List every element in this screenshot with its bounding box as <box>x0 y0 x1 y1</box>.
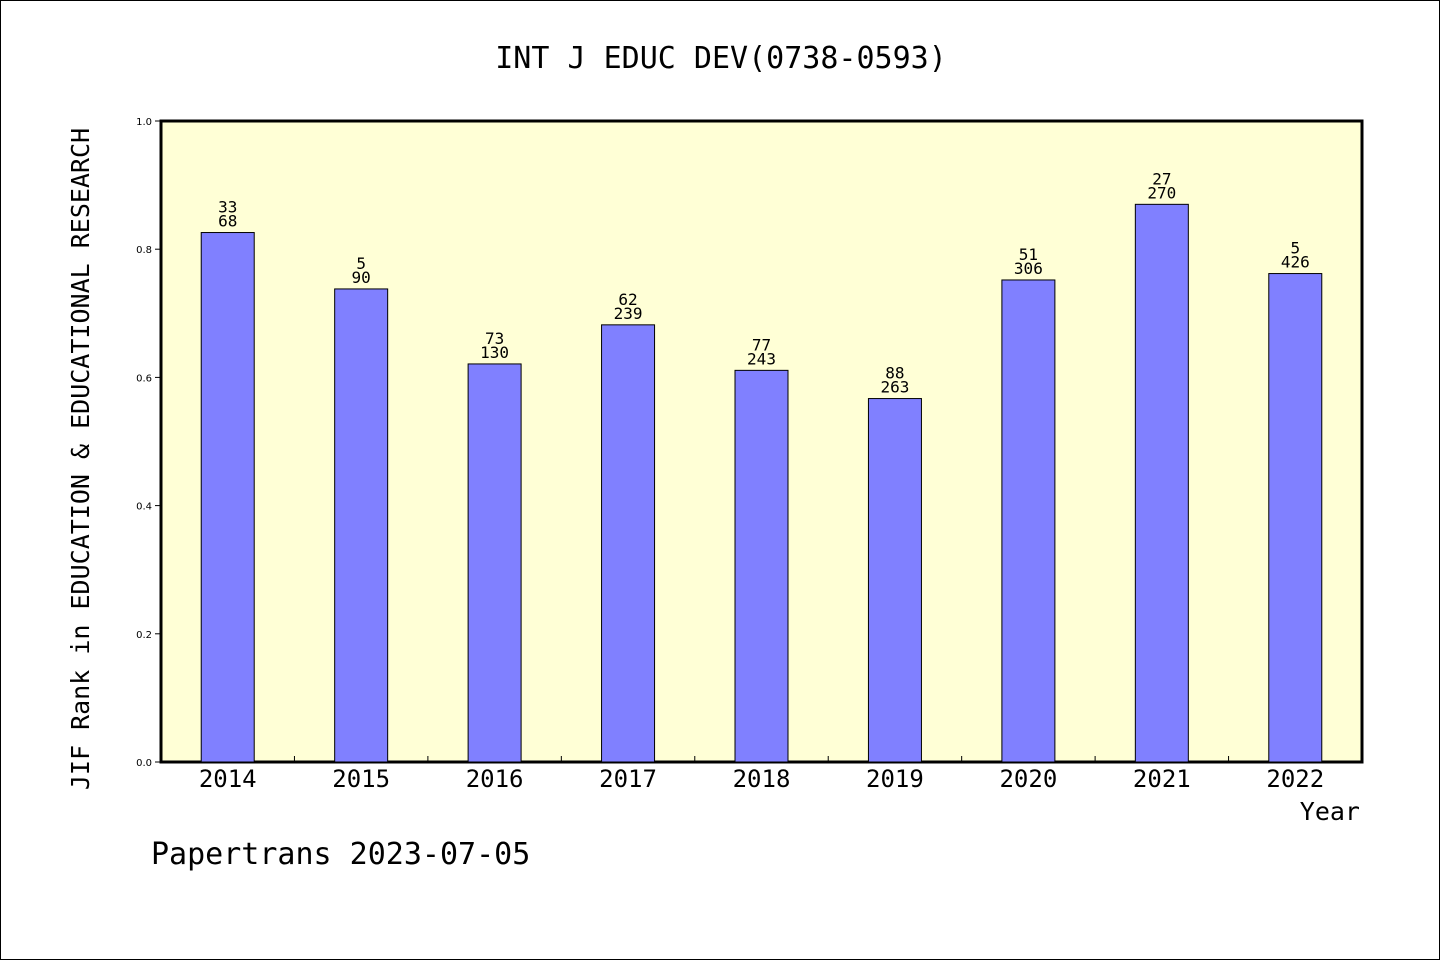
y-tick-label: 0.0 <box>136 758 152 769</box>
x-tick-label: 2017 <box>599 765 657 793</box>
bar-total-label: 90 <box>352 268 371 287</box>
bar-total-label: 263 <box>880 378 909 397</box>
bar-total-label: 306 <box>1014 259 1043 278</box>
y-tick-label: 0.6 <box>136 373 152 384</box>
x-tick-label: 2016 <box>466 765 524 793</box>
chart-title: INT J EDUC DEV(0738-0593) <box>495 41 947 76</box>
bar-rank-label: 5 <box>1290 239 1300 258</box>
bar-total-label: 68 <box>218 212 237 231</box>
bar-rank-label: 5 <box>356 254 366 273</box>
bar-2022 <box>1268 273 1323 763</box>
x-axis: 2014 2015 2016 2017 2018 2019 2020 2021 2022 <box>199 756 1324 793</box>
bar-rank-label: 51 <box>1019 245 1038 264</box>
bar-total-label: 426 <box>1281 253 1310 272</box>
bar-2020 <box>1001 279 1056 763</box>
bar-total-label: 270 <box>1147 183 1176 202</box>
y-axis-title: JIF Rank in EDUCATION & EDUCATIONAL RESE… <box>66 128 95 790</box>
x-tick-label: 2020 <box>999 765 1057 793</box>
bar-2017 <box>601 324 656 763</box>
bar-rank-label: 62 <box>618 290 637 309</box>
bar-rank-label: 27 <box>1152 169 1171 188</box>
bar-2019 <box>867 398 922 763</box>
bar-total-label: 130 <box>480 343 509 362</box>
y-tick-label: 0.8 <box>136 245 152 256</box>
bar-rank-label: 73 <box>485 329 504 348</box>
bar-2018 <box>734 369 789 763</box>
footer-credit: Papertrans 2023-07-05 <box>151 837 530 872</box>
y-tick-label: 0.4 <box>136 502 152 513</box>
bars <box>200 203 1323 763</box>
bar-total-label: 239 <box>614 304 643 323</box>
y-axis: 0.0 0.2 0.4 0.6 0.8 1.0 <box>136 117 161 769</box>
x-tick-label: 2019 <box>866 765 924 793</box>
bar-rank-label: 77 <box>752 335 771 354</box>
bar-2016 <box>467 363 522 763</box>
x-axis-title: Year <box>1300 797 1360 826</box>
bar-2021 <box>1134 203 1189 763</box>
bar-rank-label: 33 <box>218 198 237 217</box>
bar-2015 <box>334 288 389 763</box>
x-tick-label: 2018 <box>733 765 791 793</box>
bar-rank-label: 88 <box>885 364 904 383</box>
x-tick-label: 2014 <box>199 765 257 793</box>
y-tick-label: 0.2 <box>136 630 152 641</box>
x-tick-label: 2022 <box>1266 765 1324 793</box>
bar-total-label: 243 <box>747 349 776 368</box>
bar-2014 <box>200 232 255 763</box>
x-tick-label: 2021 <box>1133 765 1191 793</box>
bar-labels: 3368590731306223977243882635130627270542… <box>218 169 1310 396</box>
y-tick-label: 1.0 <box>136 117 152 128</box>
x-tick-label: 2015 <box>332 765 390 793</box>
